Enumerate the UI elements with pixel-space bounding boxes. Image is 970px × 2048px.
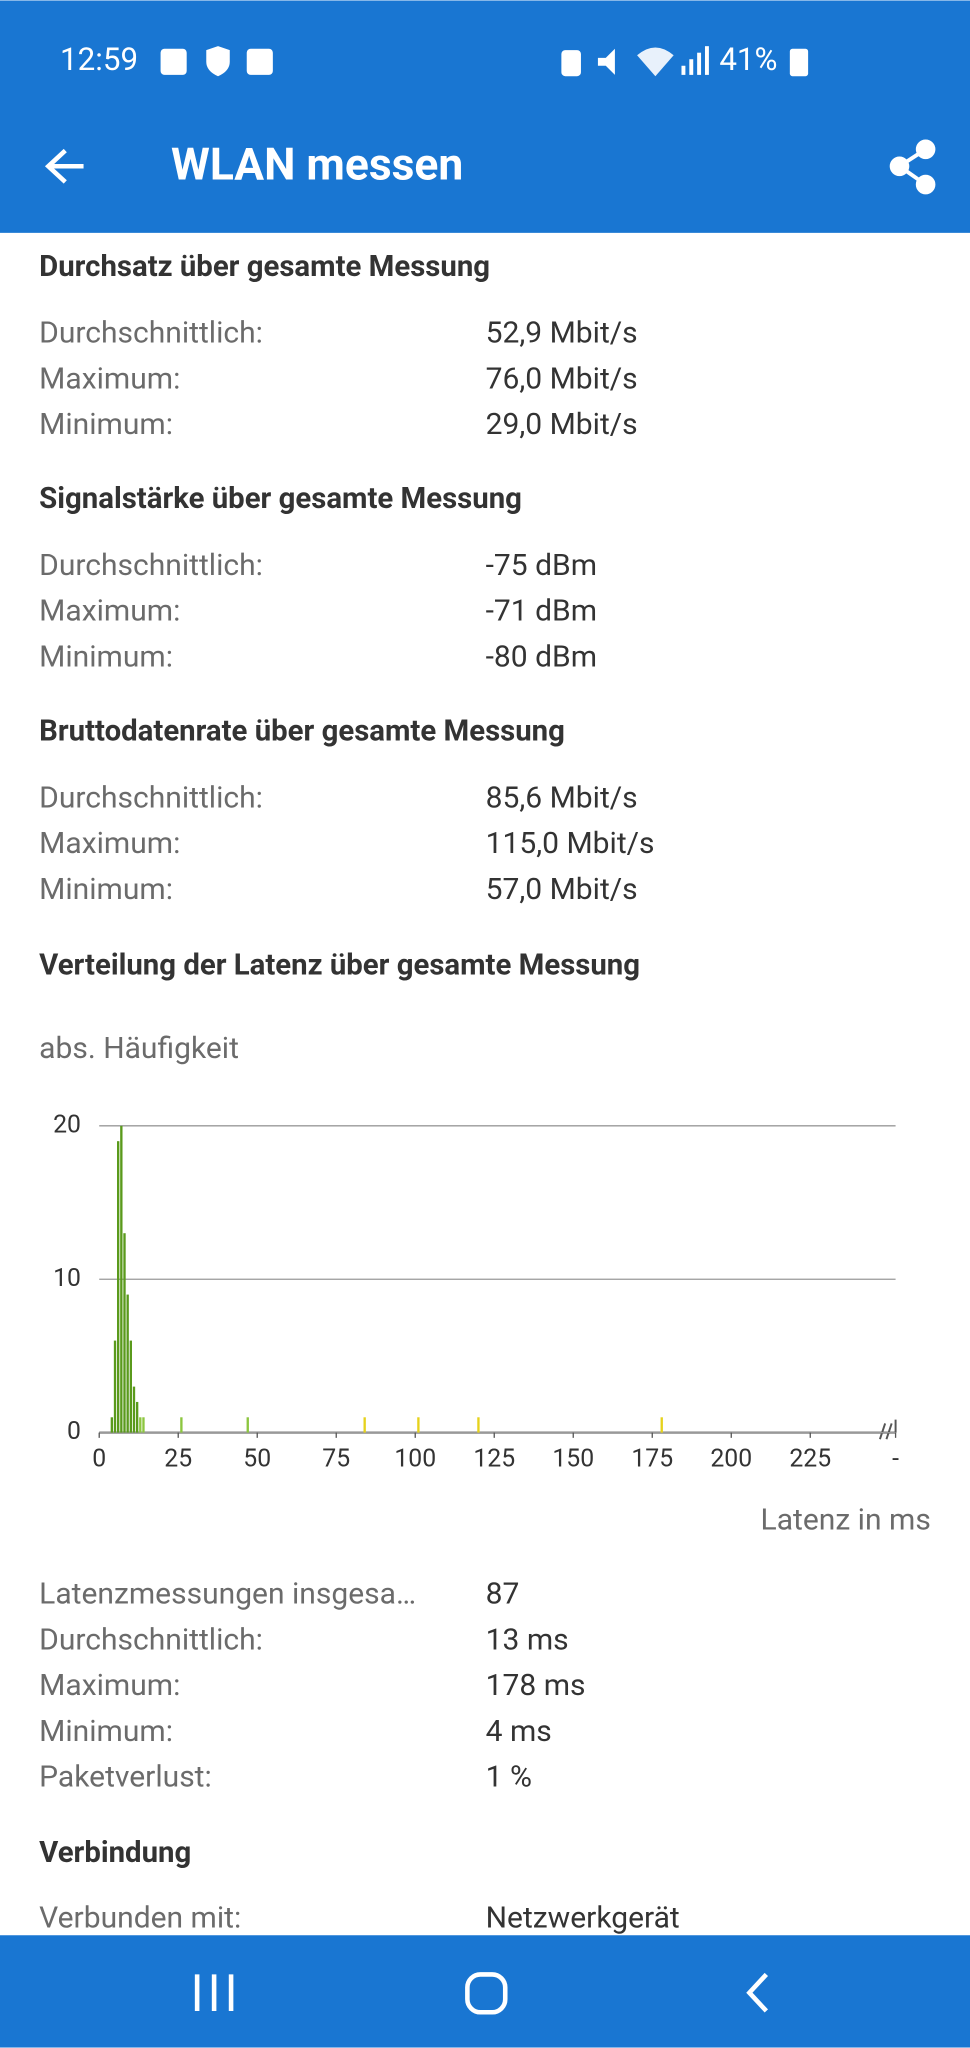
row-value: 1 %	[486, 1760, 532, 1795]
row-label: Maximum:	[39, 361, 180, 396]
row-label: Durchschnittlich:	[39, 316, 263, 351]
back-button[interactable]	[44, 148, 84, 184]
x-axis-title: Latenz in ms	[761, 1502, 931, 1537]
axis-break	[878, 1419, 897, 1440]
bar	[660, 1417, 663, 1433]
section-heading: Durchsatz über gesamte Messung	[39, 250, 490, 284]
y-tick-label: 20	[53, 1110, 81, 1139]
row-value: 87	[486, 1577, 520, 1612]
x-tick-label: 150	[552, 1445, 594, 1474]
bar	[417, 1417, 420, 1433]
bar	[126, 1294, 129, 1433]
nav-bar	[0, 1935, 970, 2048]
x-tick-label: 125	[473, 1445, 515, 1474]
x-tick-label: 225	[789, 1445, 831, 1474]
row-label: Latenzmessungen insgesa…	[39, 1577, 416, 1612]
row-value: 57,0 Mbit/s	[486, 872, 638, 907]
section-heading: Bruttodatenrate über gesamte Messung	[39, 715, 565, 749]
nav-back-button[interactable]	[746, 1972, 769, 2013]
bar	[363, 1417, 366, 1433]
bar	[129, 1340, 132, 1433]
bar	[120, 1125, 123, 1433]
bar	[135, 1401, 139, 1433]
row-value: 115,0 Mbit/s	[486, 826, 655, 861]
row-label: Durchschnittlich:	[39, 548, 263, 583]
bar	[132, 1386, 136, 1433]
row-value: -75 dBm	[486, 548, 597, 583]
row-label: Minimum:	[39, 407, 173, 442]
bar	[139, 1417, 142, 1433]
x-tick-label: 25	[164, 1445, 192, 1474]
bar	[110, 1417, 114, 1433]
app-bar-bg	[0, 0, 970, 233]
row-value: 76,0 Mbit/s	[486, 361, 638, 396]
row-label: Durchschnittlich:	[39, 1622, 263, 1657]
row-label: Verbunden mit:	[39, 1901, 241, 1936]
y-tick-label: 0	[67, 1417, 81, 1446]
row-label: Minimum:	[39, 639, 173, 674]
bar	[246, 1417, 249, 1433]
section-heading: Signalstärke über gesamte Messung	[39, 482, 522, 516]
row-label: Minimum:	[39, 872, 173, 907]
row-value: 52,9 Mbit/s	[486, 316, 638, 351]
bar	[123, 1233, 126, 1433]
row-value: 4 ms	[486, 1714, 552, 1749]
x-tick-label: 200	[710, 1445, 752, 1474]
status-time: 12:59	[60, 41, 138, 78]
x-tick-label: 75	[322, 1445, 350, 1474]
x-tick-label: -	[892, 1445, 899, 1474]
x-tick-label: 50	[243, 1445, 271, 1474]
row-value: 85,6 Mbit/s	[486, 780, 638, 815]
row-value: -80 dBm	[486, 639, 597, 674]
row-label: Paketverlust:	[39, 1760, 212, 1795]
row-label: Maximum:	[39, 594, 180, 629]
recent-apps-button[interactable]	[194, 1974, 234, 2011]
status-battery: 41%	[719, 41, 777, 78]
row-value: 29,0 Mbit/s	[486, 407, 638, 442]
row-value: -71 dBm	[486, 594, 597, 629]
y-axis-title: abs. Häufigkeit	[39, 1031, 239, 1066]
y-tick-label: 10	[53, 1264, 81, 1293]
app-title: WLAN messen	[171, 138, 463, 190]
section-heading: Verbindung	[39, 1836, 191, 1870]
bar	[117, 1141, 120, 1433]
row-label: Maximum:	[39, 826, 180, 861]
row-value: 13 ms	[486, 1622, 569, 1657]
row-value: Netzwerkgerät	[486, 1901, 680, 1936]
x-tick-label: 100	[394, 1445, 436, 1474]
bar	[477, 1417, 480, 1433]
x-tick-label: 175	[631, 1445, 673, 1474]
row-value: 178 ms	[486, 1668, 586, 1703]
bar	[142, 1417, 145, 1433]
bar	[113, 1340, 117, 1433]
row-label: Minimum:	[39, 1714, 173, 1749]
share-button[interactable]	[889, 139, 936, 195]
row-label: Durchschnittlich:	[39, 780, 263, 815]
x-tick-label: 0	[92, 1445, 106, 1474]
section-heading: Verteilung der Latenz über gesamte Messu…	[39, 948, 640, 982]
row-label: Maximum:	[39, 1668, 180, 1703]
content: Durchsatz über gesamte Messung Durchschni…	[39, 250, 680, 1936]
bar	[180, 1417, 183, 1433]
status-icons	[160, 46, 809, 77]
home-button[interactable]	[465, 1972, 508, 2015]
